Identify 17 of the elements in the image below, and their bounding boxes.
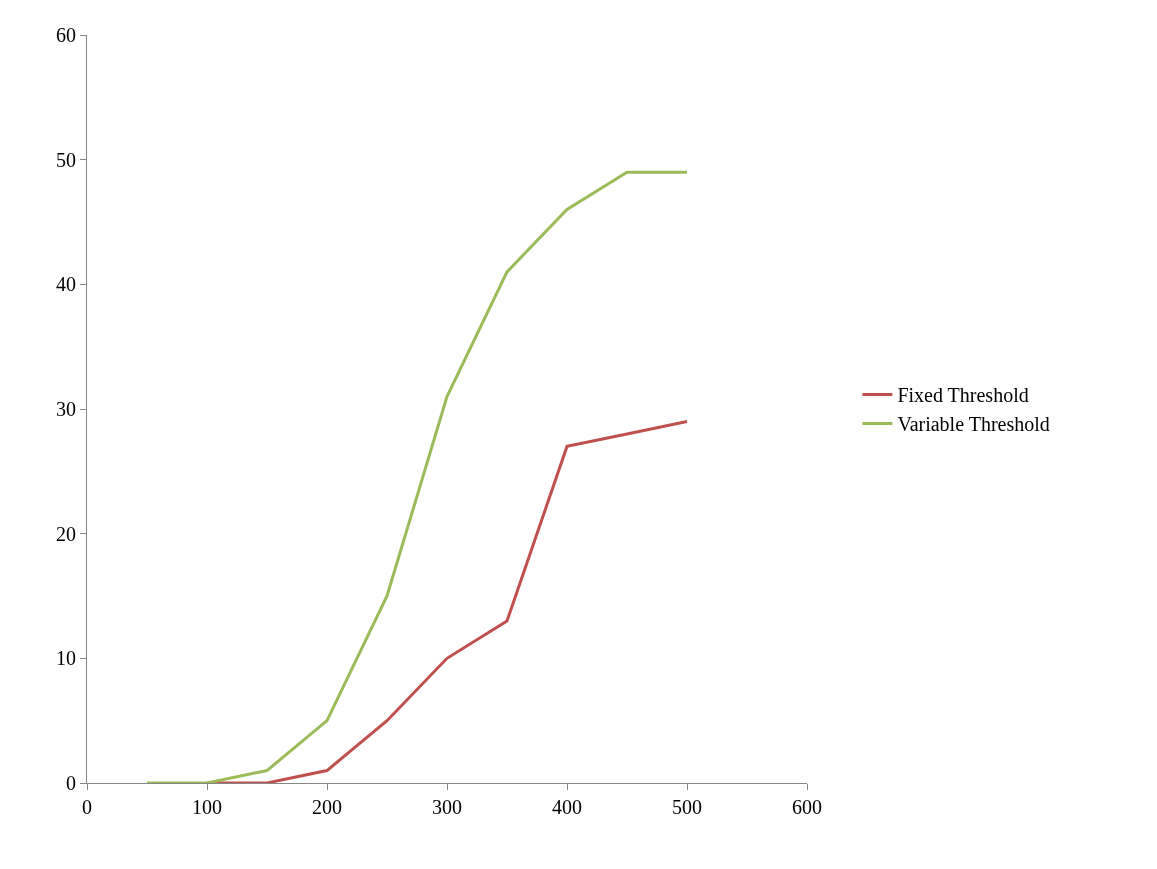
x-tick-label: 500 [672,796,702,818]
x-tick-label: 400 [552,796,582,818]
x-tick-label: 100 [192,796,222,818]
y-tick-label: 10 [56,647,76,670]
x-tick-label: 0 [82,796,92,818]
x-tick-label: 200 [312,796,342,818]
y-tick-label: 0 [66,772,76,794]
legend-label: Variable Threshold [897,413,1050,436]
y-tick-label: 20 [56,522,76,545]
line-series [145,170,689,783]
legend-label: Fixed Threshold [897,384,1029,407]
y-tick-label: 40 [56,273,76,296]
x-tick-label: 600 [792,796,822,818]
y-tick-label: 60 [56,24,76,46]
y-tick-label: 30 [56,398,76,420]
x-tick-label: 300 [432,796,462,818]
y-tick-label: 50 [56,148,76,171]
